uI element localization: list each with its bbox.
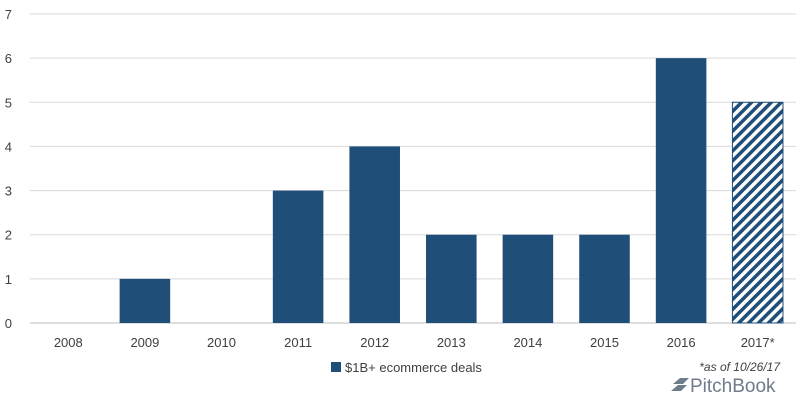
y-tick-label: 5 [5,95,12,110]
y-tick-label: 6 [5,51,12,66]
y-tick-label: 7 [5,7,12,22]
x-tick-label: 2016 [667,335,696,350]
x-tick-label: 2012 [360,335,389,350]
bar-2017 [731,101,784,324]
y-tick-label: 3 [5,184,12,199]
y-tick-label: 4 [5,139,12,154]
x-tick-label: 2017* [741,335,775,350]
x-tick-label: 2014 [513,335,542,350]
bar-2014 [502,234,554,323]
x-tick-label: 2008 [54,335,83,350]
brand-name: PitchBook [690,376,776,397]
x-axis: 2008 2009 2010 2011 2012 2013 2014 2015 2016 2017… [54,335,775,350]
x-tick-label: 2010 [207,335,236,350]
x-tick-label: 2011 [284,335,312,350]
y-axis: 0 1 2 3 4 5 6 7 [5,7,12,331]
x-tick-label: 2015 [590,335,619,350]
pitchbook-logo-icon [671,378,689,391]
x-tick-label: 2013 [437,335,466,350]
y-tick-label: 0 [5,316,12,331]
y-tick-label: 2 [5,228,12,243]
pitchbook-logo: PitchBook [671,376,776,397]
footnote: *as of 10/26/17 [699,360,781,374]
bars [119,58,784,324]
x-tick-label: 2009 [130,335,159,350]
legend-label: $1B+ ecommerce deals [345,360,482,375]
bar-2015 [579,234,630,323]
y-tick-label: 1 [5,272,12,287]
bar-2009 [119,278,171,323]
bar-2013 [426,234,477,323]
legend-swatch [331,362,341,372]
bar-2016 [655,58,707,324]
bar-2011 [272,190,324,323]
legend: $1B+ ecommerce deals [331,360,482,375]
bar-2012 [349,146,400,323]
